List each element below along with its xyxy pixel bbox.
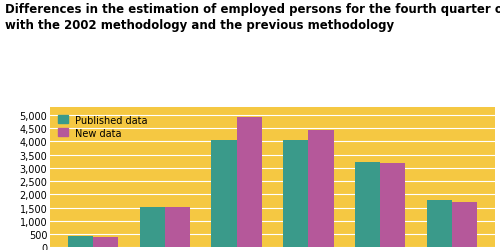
Text: Differences in the estimation of employed persons for the fourth quarter of 2001: Differences in the estimation of employe…	[5, 2, 500, 32]
Bar	[452, 202, 477, 248]
Bar	[380, 163, 406, 248]
Bar	[165, 207, 190, 248]
Bar	[212, 140, 236, 248]
Bar	[355, 162, 380, 248]
Bar	[140, 208, 165, 248]
Bar	[68, 236, 93, 248]
Bar	[284, 141, 308, 248]
Bar	[308, 130, 334, 248]
Legend: Published data, New data: Published data, New data	[55, 112, 150, 141]
Bar	[93, 237, 118, 248]
Bar	[236, 118, 262, 248]
Bar	[427, 200, 452, 248]
